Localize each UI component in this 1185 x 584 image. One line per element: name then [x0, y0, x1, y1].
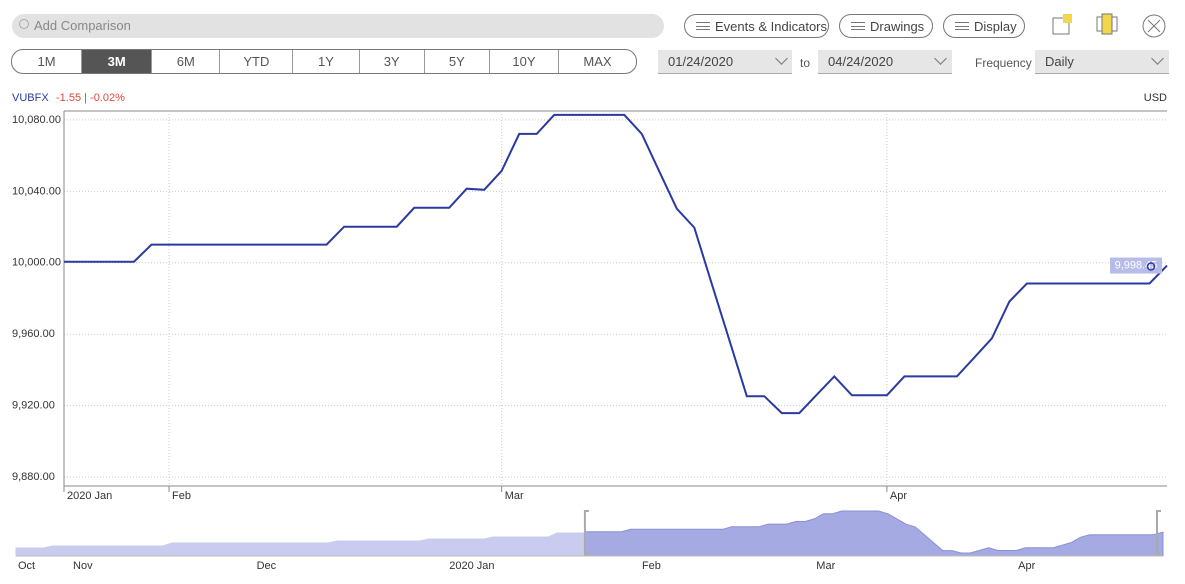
x-tick-label: Apr [890, 490, 907, 502]
date-to[interactable]: 04/24/2020 [818, 50, 952, 74]
search-box[interactable]: Add Comparison [12, 14, 664, 38]
navigator-label: Nov [73, 560, 93, 572]
navigator-label: Dec [257, 560, 277, 572]
events-button[interactable]: Events & Indicators [684, 14, 829, 38]
icon-shape [1142, 14, 1166, 38]
price-line [64, 113, 1168, 415]
range-selector: 1M 3M 6M YTD 1Y 3Y 5Y 10Y MAX [11, 49, 637, 74]
range-button[interactable]: 1Y [292, 50, 358, 73]
frequency-label: Frequency [975, 56, 1032, 70]
search-icon [19, 19, 29, 29]
date-to-label: to [800, 56, 811, 70]
x-tick-label: 2020 Jan [67, 490, 112, 502]
y-tick-label: 9,880.00 [12, 471, 55, 483]
close-icon[interactable] [1142, 14, 1166, 38]
navigator-label: Oct [18, 560, 35, 572]
menu-icon [696, 22, 710, 30]
navigator-selected-area [584, 510, 1164, 557]
date-from[interactable]: 01/24/2020 [658, 50, 792, 74]
last-point-marker [1146, 262, 1156, 271]
range-button[interactable]: 10Y [488, 50, 558, 73]
x-tick-label: Mar [505, 490, 524, 502]
symbol: VUBFX [12, 92, 49, 104]
range-button[interactable]: 3Y [358, 50, 424, 73]
range-button[interactable]: 5Y [423, 50, 489, 73]
navigator-label: Apr [1018, 560, 1035, 572]
frequency-select[interactable]: Daily [1035, 50, 1169, 74]
range-button[interactable]: 6M [151, 50, 219, 73]
currency: USD [1144, 92, 1167, 104]
navigator-handle [1156, 510, 1161, 555]
button-label: Display [974, 19, 1017, 34]
x-tick-label: Feb [172, 490, 191, 502]
navigator-label: Mar [816, 560, 835, 572]
navigator-handle [583, 510, 589, 555]
y-tick-label: 10,040.00 [12, 185, 61, 197]
y-tick-label: 10,000.00 [12, 257, 61, 269]
range-button[interactable]: YTD [219, 50, 292, 73]
display-button[interactable]: Display [943, 14, 1025, 38]
navigator-label: Feb [642, 560, 661, 572]
share-icon[interactable] [1052, 14, 1072, 35]
button-label: Events & Indicators [715, 19, 827, 34]
button-label: Drawings [870, 19, 925, 34]
y-tick-label: 10,080.00 [12, 114, 61, 126]
icon-shape [1147, 19, 1161, 33]
range-button[interactable]: 1M [37, 54, 56, 69]
range-button[interactable]: MAX [558, 50, 636, 73]
icon-shape [1101, 13, 1113, 35]
menu-icon [955, 22, 969, 30]
price-tag-label: 9,998.45 [1115, 259, 1158, 271]
icon-shape [1063, 14, 1072, 23]
drawings-button[interactable]: Drawings [839, 14, 933, 38]
save-icon[interactable] [1096, 13, 1118, 35]
menu-icon [851, 22, 865, 30]
navigator-label: 2020 Jan [449, 560, 494, 572]
y-tick-label: 9,920.00 [12, 400, 55, 412]
icon-shape [1052, 17, 1070, 35]
change: -1.55 | -0.02% [56, 92, 125, 104]
y-tick-label: 9,960.00 [12, 328, 55, 340]
range-button[interactable]: 3M [81, 50, 152, 73]
navigator-area [15, 532, 586, 557]
